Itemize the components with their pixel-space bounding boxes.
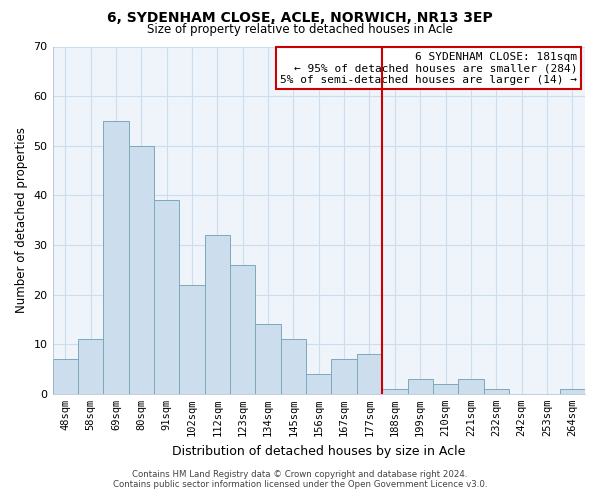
Bar <box>331 359 357 394</box>
Bar <box>458 379 484 394</box>
Text: Size of property relative to detached houses in Acle: Size of property relative to detached ho… <box>147 22 453 36</box>
Bar <box>154 200 179 394</box>
Bar <box>433 384 458 394</box>
Bar <box>256 324 281 394</box>
Bar <box>484 389 509 394</box>
Text: 6, SYDENHAM CLOSE, ACLE, NORWICH, NR13 3EP: 6, SYDENHAM CLOSE, ACLE, NORWICH, NR13 3… <box>107 11 493 25</box>
Bar <box>306 374 331 394</box>
Text: Contains HM Land Registry data © Crown copyright and database right 2024.
Contai: Contains HM Land Registry data © Crown c… <box>113 470 487 489</box>
Text: 6 SYDENHAM CLOSE: 181sqm
← 95% of detached houses are smaller (284)
5% of semi-d: 6 SYDENHAM CLOSE: 181sqm ← 95% of detach… <box>280 52 577 85</box>
Bar <box>407 379 433 394</box>
Bar <box>179 284 205 394</box>
Bar <box>281 339 306 394</box>
Bar <box>103 121 128 394</box>
Y-axis label: Number of detached properties: Number of detached properties <box>15 127 28 313</box>
Bar <box>230 265 256 394</box>
Bar <box>78 339 103 394</box>
Bar <box>205 235 230 394</box>
Bar <box>382 389 407 394</box>
X-axis label: Distribution of detached houses by size in Acle: Distribution of detached houses by size … <box>172 444 466 458</box>
Bar <box>560 389 585 394</box>
Bar <box>128 146 154 394</box>
Bar <box>357 354 382 394</box>
Bar <box>53 359 78 394</box>
